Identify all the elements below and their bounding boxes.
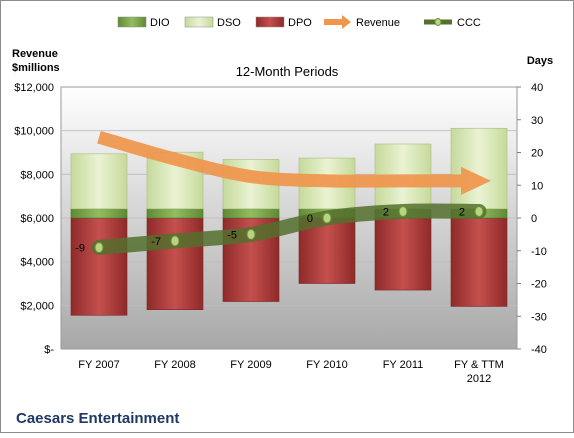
left-tick-label: $2,000: [20, 300, 54, 312]
ccc-point: [398, 205, 408, 217]
ccc-data-label: -5: [227, 229, 237, 241]
right-tick-label: 30: [531, 115, 543, 127]
right-tick-label: 0: [531, 213, 537, 225]
x-tick-label: FY 2009: [230, 359, 271, 371]
ccc-data-label: 0: [307, 213, 313, 225]
left-tick-label: $4,000: [20, 257, 54, 269]
ccc-point: [474, 205, 484, 217]
bar-dpo: [70, 217, 128, 316]
left-tick-label: $10,000: [14, 126, 54, 138]
bar-dio: [70, 208, 128, 219]
right-tick-label: -40: [531, 344, 547, 356]
ccc-series: -9 -7 -5 0 2 2: [75, 203, 487, 255]
ccc-point: [246, 228, 256, 240]
legend: DIO DSO DPO Revenue CCC: [117, 15, 481, 29]
bar-dio: [146, 208, 204, 219]
revenue-line: [97, 130, 461, 188]
bar-dpo: [450, 217, 508, 307]
company-name: Caesars Entertainment: [16, 410, 179, 427]
left-tick-label: $6,000: [20, 213, 54, 225]
legend-dpo-swatch: [255, 16, 285, 28]
right-tick-label: -20: [531, 279, 547, 291]
right-tick-label: -10: [531, 246, 547, 258]
legend-dso-label: DSO: [217, 17, 241, 29]
left-axis-title-line1: Revenue $millions: [12, 48, 60, 74]
bar-dpo: [374, 217, 432, 291]
ccc-data-label: 2: [459, 206, 465, 218]
x-axis-labels: FY 2007 FY 2008 FY 2009 FY 2010 FY 2011 FY & …: [78, 359, 504, 385]
right-tick-label: 40: [531, 82, 543, 94]
ccc-point: [170, 235, 180, 247]
legend-dso-swatch: [184, 16, 214, 28]
ccc-data-label: -9: [75, 242, 85, 254]
legend-revenue-swatch: [324, 15, 351, 29]
bar-dpo: [146, 217, 204, 310]
bar-dso: [450, 127, 508, 210]
legend-dpo-label: DPO: [288, 17, 312, 29]
legend-ccc-marker: [434, 18, 442, 26]
right-tick-label: 10: [531, 180, 543, 192]
legend-dio-label: DIO: [150, 17, 170, 29]
left-tick-label: $12,000: [14, 82, 54, 94]
ccc-data-label: 2: [383, 206, 389, 218]
x-tick-label: FY 2011: [383, 359, 424, 371]
revenue-series: [97, 130, 491, 195]
legend-revenue-label: Revenue: [356, 17, 400, 29]
right-tick-label: 20: [531, 148, 543, 160]
right-axis-ticks: -40 -30 -20 -10 0 10 20 30 40: [517, 82, 547, 356]
chart-title: 12-Month Periods: [236, 64, 339, 79]
bar-dso: [70, 153, 128, 210]
x-tick-label: FY 2010: [306, 359, 347, 371]
legend-ccc-label: CCC: [457, 17, 481, 29]
right-tick-label: -30: [531, 311, 547, 323]
left-tick-label: $8,000: [20, 169, 54, 181]
legend-dio-swatch: [117, 16, 147, 28]
x-tick-label: FY 2007: [78, 359, 119, 371]
ccc-data-label: -7: [151, 236, 161, 248]
left-axis-ticks: $- $2,000 $4,000 $6,000 $8,000 $10,000 $12,000: [14, 82, 54, 356]
ccc-point: [322, 212, 332, 224]
left-tick-label: $-: [44, 344, 54, 356]
x-tick-label: FY 2008: [154, 359, 195, 371]
ccc-line: [91, 203, 487, 255]
bar-dio: [222, 208, 280, 219]
ccc-point: [94, 241, 104, 253]
x-tick-label: FY & TTM 2012: [454, 359, 504, 385]
revenue-arrowhead: [461, 166, 491, 195]
right-axis-title: Days: [527, 55, 553, 67]
